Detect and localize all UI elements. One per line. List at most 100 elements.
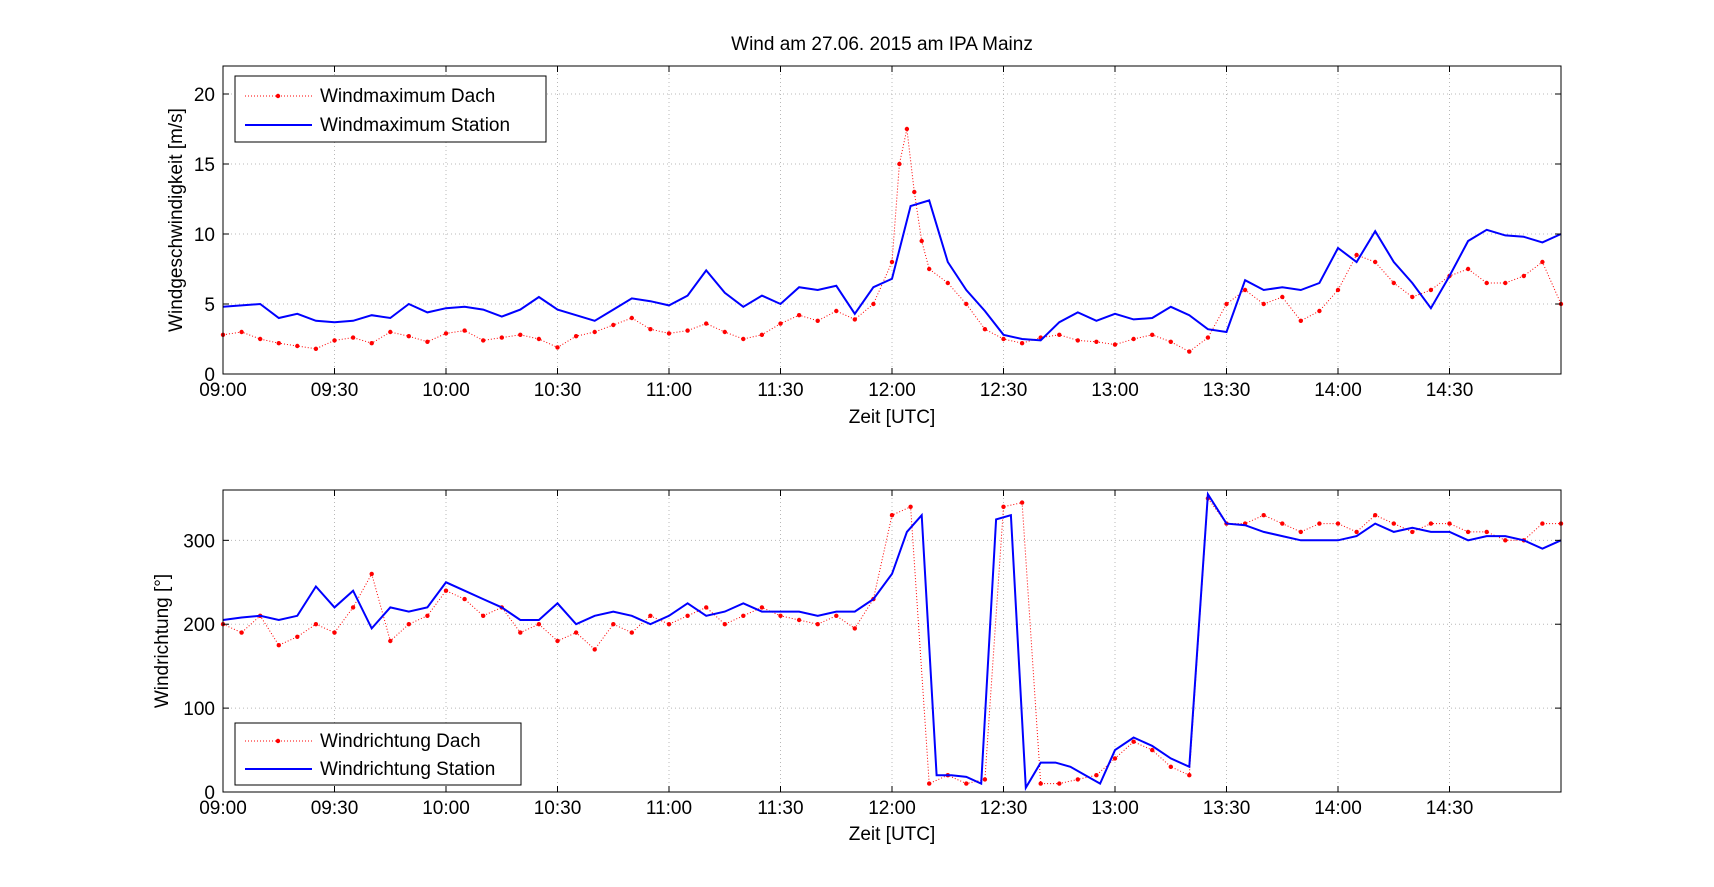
x-tick-label: 13:30 bbox=[1203, 380, 1251, 401]
data-point bbox=[573, 334, 579, 339]
x-tick-label: 14:30 bbox=[1426, 380, 1474, 401]
data-point bbox=[1057, 781, 1062, 786]
legend-marker-windrichtung-dach bbox=[275, 738, 281, 744]
data-point bbox=[852, 317, 857, 322]
data-point bbox=[1224, 301, 1229, 307]
data-point bbox=[462, 596, 467, 602]
x-tick-label: 09:30 bbox=[311, 380, 359, 401]
data-point bbox=[908, 504, 913, 509]
y-tick-label: 0 bbox=[204, 783, 215, 804]
data-point bbox=[1428, 521, 1434, 526]
x-tick-label: 13:00 bbox=[1091, 380, 1139, 401]
data-point bbox=[1168, 339, 1174, 344]
x-tick-label: 13:30 bbox=[1203, 798, 1251, 819]
wind-speed-series bbox=[220, 126, 1564, 354]
data-point bbox=[1503, 538, 1508, 543]
data-point bbox=[1150, 332, 1155, 337]
x-tick-label: 14:00 bbox=[1314, 380, 1362, 401]
data-point bbox=[629, 315, 634, 321]
data-point bbox=[1465, 529, 1471, 535]
data-point bbox=[945, 280, 950, 286]
data-point bbox=[1261, 301, 1266, 307]
data-point bbox=[964, 301, 969, 307]
wind-direction-y-axis-label: Windrichtung [°] bbox=[152, 574, 173, 708]
data-point bbox=[1187, 349, 1192, 354]
data-point bbox=[1373, 259, 1378, 265]
data-point bbox=[796, 313, 802, 318]
data-point bbox=[592, 329, 597, 335]
data-point bbox=[889, 513, 895, 518]
data-point bbox=[555, 638, 560, 644]
data-point bbox=[1094, 773, 1099, 778]
data-point bbox=[1354, 529, 1359, 535]
data-point bbox=[1019, 341, 1025, 346]
data-point bbox=[1391, 280, 1397, 286]
wind-speed-y-ticks: 0 5 10 15 20 bbox=[194, 85, 1561, 386]
data-point bbox=[778, 613, 783, 618]
data-point bbox=[1280, 294, 1285, 300]
wind-speed-legend: Windmaximum Dach Windmaximum Station bbox=[234, 75, 547, 143]
data-point bbox=[1335, 521, 1341, 526]
data-point bbox=[499, 335, 504, 340]
legend-item-windrichtung-station: Windrichtung Station bbox=[245, 759, 495, 780]
data-point bbox=[388, 329, 393, 335]
data-point bbox=[406, 334, 411, 339]
legend-label-windmaximum-dach: Windmaximum Dach bbox=[320, 86, 495, 107]
x-tick-label: 11:00 bbox=[646, 380, 692, 401]
data-point bbox=[648, 613, 653, 618]
chart-title: Wind am 27.06. 2015 am IPA Mainz bbox=[731, 34, 1033, 55]
data-point bbox=[722, 329, 727, 335]
data-point bbox=[425, 613, 430, 618]
wind-direction-x-ticks: 09:00 09:30 10:00 10:30 11:00 11:30 12:00 12:30… bbox=[199, 490, 1473, 819]
data-point bbox=[1373, 513, 1378, 518]
series-line-windrichtung-station bbox=[222, 491, 1562, 792]
data-point bbox=[919, 238, 924, 244]
x-tick-label: 12:30 bbox=[980, 380, 1028, 401]
data-point bbox=[1131, 739, 1136, 744]
data-point bbox=[741, 613, 746, 618]
data-point bbox=[704, 605, 709, 610]
data-point bbox=[462, 328, 467, 333]
data-point bbox=[518, 630, 523, 635]
data-point bbox=[1317, 521, 1322, 526]
series-windrichtung-station bbox=[222, 491, 1562, 792]
data-point bbox=[1503, 280, 1508, 286]
data-point bbox=[481, 338, 486, 343]
data-point bbox=[1540, 521, 1545, 526]
data-point bbox=[889, 259, 895, 265]
data-point bbox=[1038, 781, 1043, 786]
legend-item-windmaximum-station: Windmaximum Station bbox=[245, 115, 510, 136]
data-point bbox=[834, 308, 839, 314]
data-point bbox=[1075, 338, 1081, 343]
data-point bbox=[1261, 513, 1266, 518]
data-point bbox=[1354, 252, 1359, 258]
wind-speed-x-axis-label: Zeit [UTC] bbox=[849, 407, 936, 428]
legend-item-windrichtung-dach: Windrichtung Dach bbox=[245, 731, 481, 752]
data-point bbox=[1410, 529, 1415, 535]
data-point bbox=[592, 647, 597, 652]
data-point bbox=[1075, 777, 1081, 782]
data-point bbox=[1484, 529, 1489, 535]
wind-direction-y-ticks: 0 100 200 300 bbox=[183, 531, 1561, 804]
data-point bbox=[313, 346, 319, 351]
data-point bbox=[1484, 280, 1489, 286]
data-point bbox=[1428, 287, 1434, 293]
data-point bbox=[369, 341, 374, 346]
data-point bbox=[685, 613, 690, 618]
x-tick-label: 10:30 bbox=[534, 380, 582, 401]
wind-speed-legend-box bbox=[234, 75, 547, 143]
data-point bbox=[1335, 287, 1341, 293]
data-point bbox=[778, 321, 783, 326]
wind-direction-panel: 09:00 09:30 10:00 10:30 11:00 11:30 12:00 12:30… bbox=[152, 489, 1564, 845]
y-tick-label: 0 bbox=[204, 365, 215, 386]
x-tick-label: 10:30 bbox=[534, 798, 582, 819]
x-tick-label: 10:00 bbox=[422, 380, 470, 401]
wind-speed-x-ticks: 09:00 09:30 10:00 10:30 11:00 11:30 12:00 12:30… bbox=[199, 66, 1473, 401]
data-point bbox=[704, 321, 709, 326]
x-tick-label: 12:30 bbox=[980, 798, 1028, 819]
y-tick-label: 300 bbox=[183, 531, 215, 552]
data-point bbox=[815, 622, 820, 627]
data-point bbox=[239, 329, 244, 335]
y-tick-label: 5 bbox=[204, 295, 215, 316]
data-point bbox=[276, 643, 281, 648]
